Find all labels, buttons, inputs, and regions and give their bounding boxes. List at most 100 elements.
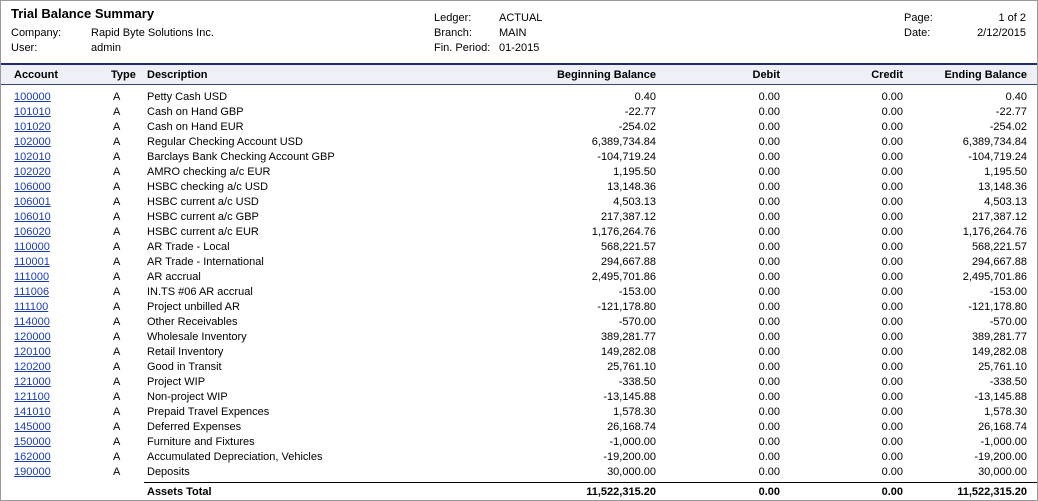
account-link[interactable]: 121000: [14, 376, 51, 388]
table-row: 121000 A Project WIP -338.50 0.00 0.00 -338.50: [1, 375, 1037, 390]
table-row: 110001 A AR Trade - International 294,667.8…: [1, 255, 1037, 270]
account-type: A: [113, 436, 121, 448]
fin-period-label: Fin. Period:: [434, 42, 491, 54]
debit-amount: 0.00: [758, 436, 780, 448]
debit-amount: 0.00: [758, 211, 780, 223]
account-link[interactable]: 162000: [14, 451, 51, 463]
account-link[interactable]: 120100: [14, 346, 51, 358]
beginning-balance: -104,719.24: [597, 151, 656, 163]
credit-amount: 0.00: [881, 361, 903, 373]
ending-balance: 0.40: [1005, 91, 1027, 103]
beginning-balance: -121,178.80: [597, 301, 656, 313]
date-label: Date:: [904, 27, 931, 39]
account-type: A: [113, 226, 121, 238]
account-type: A: [113, 271, 121, 283]
account-link[interactable]: 111000: [14, 271, 50, 283]
account-link[interactable]: 120000: [14, 331, 51, 343]
credit-amount: 0.00: [881, 211, 903, 223]
account-link[interactable]: 102000: [14, 136, 51, 148]
account-link[interactable]: 145000: [14, 421, 51, 433]
total-debit: 0.00: [758, 486, 780, 498]
account-description: Good in Transit: [147, 361, 222, 373]
debit-amount: 0.00: [758, 106, 780, 118]
account-link[interactable]: 102010: [14, 151, 51, 163]
table-row: 106010 A HSBC current a/c GBP 217,387.12 0.0…: [1, 210, 1037, 225]
account-link[interactable]: 106000: [14, 181, 51, 193]
credit-amount: 0.00: [881, 226, 903, 238]
account-type: A: [113, 106, 121, 118]
debit-amount: 0.00: [758, 346, 780, 358]
table-row: 120100 A Retail Inventory 149,282.08 0.00 0.0…: [1, 345, 1037, 360]
debit-amount: 0.00: [758, 181, 780, 193]
debit-amount: 0.00: [758, 451, 780, 463]
account-link[interactable]: 106001: [14, 196, 51, 208]
beginning-balance: 13,148.36: [607, 181, 656, 193]
account-link[interactable]: 111006: [14, 286, 50, 298]
account-type: A: [113, 331, 121, 343]
account-description: Retail Inventory: [147, 346, 224, 358]
ledger-label: Ledger:: [434, 12, 472, 24]
account-description: Non-project WIP: [147, 391, 228, 403]
account-link[interactable]: 121100: [14, 391, 50, 403]
account-link[interactable]: 141010: [14, 406, 51, 418]
account-description: Cash on Hand EUR: [147, 121, 244, 133]
debit-amount: 0.00: [758, 376, 780, 388]
ending-balance: -254.02: [989, 121, 1027, 133]
account-link[interactable]: 111100: [14, 301, 49, 313]
table-row: 100000 A Petty Cash USD 0.40 0.00 0.00 0.40: [1, 90, 1037, 105]
ending-balance: -104,719.24: [968, 151, 1027, 163]
account-link[interactable]: 101010: [14, 106, 51, 118]
debit-amount: 0.00: [758, 196, 780, 208]
report-title: Trial Balance Summary: [11, 6, 155, 21]
account-link[interactable]: 190000: [14, 466, 51, 478]
account-description: Barclays Bank Checking Account GBP: [147, 151, 335, 163]
account-link[interactable]: 120200: [14, 361, 51, 373]
account-link[interactable]: 102020: [14, 166, 51, 178]
account-description: Deferred Expenses: [147, 421, 242, 433]
beginning-balance: -153.00: [618, 286, 656, 298]
account-link[interactable]: 114000: [14, 316, 50, 328]
ending-balance: -121,178.80: [968, 301, 1027, 313]
ending-balance: 568,221.57: [971, 241, 1027, 253]
beginning-balance: 1,195.50: [613, 166, 656, 178]
account-description: HSBC current a/c USD: [147, 196, 259, 208]
account-link[interactable]: 106010: [14, 211, 51, 223]
account-description: HSBC current a/c GBP: [147, 211, 259, 223]
user-label: User:: [11, 42, 38, 54]
credit-amount: 0.00: [881, 121, 903, 133]
ending-balance: -19,200.00: [974, 451, 1027, 463]
account-description: AMRO checking a/c EUR: [147, 166, 271, 178]
credit-amount: 0.00: [881, 451, 903, 463]
page-label: Page:: [904, 12, 933, 24]
ending-balance: -13,145.88: [974, 391, 1027, 403]
account-link[interactable]: 101020: [14, 121, 51, 133]
account-type: A: [113, 136, 121, 148]
table-row: 120200 A Good in Transit 25,761.10 0.00 0.00 2…: [1, 360, 1037, 375]
account-type: A: [113, 346, 121, 358]
account-description: Furniture and Fixtures: [147, 436, 255, 448]
table-row: 110000 A AR Trade - Local 568,221.57 0.00 0.0…: [1, 240, 1037, 255]
account-description: AR Trade - International: [147, 256, 264, 268]
col-ending-balance: Ending Balance: [944, 69, 1027, 81]
credit-amount: 0.00: [881, 106, 903, 118]
ending-balance: 217,387.12: [971, 211, 1027, 223]
total-beginning: 11,522,315.20: [586, 486, 656, 498]
account-link[interactable]: 100000: [14, 91, 51, 103]
account-link[interactable]: 106020: [14, 226, 51, 238]
credit-amount: 0.00: [881, 151, 903, 163]
beginning-balance: 1,578.30: [613, 406, 656, 418]
credit-amount: 0.00: [881, 271, 903, 283]
account-link[interactable]: 150000: [14, 436, 51, 448]
account-description: Regular Checking Account USD: [147, 136, 303, 148]
account-description: Prepaid Travel Expences: [147, 406, 270, 418]
beginning-balance: 30,000.00: [607, 466, 656, 478]
ending-balance: 4,503.13: [984, 196, 1027, 208]
beginning-balance: -19,200.00: [603, 451, 656, 463]
table-row: 111000 A AR accrual 2,495,701.86 0.00 0.00 2,4…: [1, 270, 1037, 285]
debit-amount: 0.00: [758, 391, 780, 403]
account-type: A: [113, 211, 121, 223]
ending-balance: -1,000.00: [980, 436, 1027, 448]
account-link[interactable]: 110001: [14, 256, 50, 268]
account-link[interactable]: 110000: [14, 241, 50, 253]
